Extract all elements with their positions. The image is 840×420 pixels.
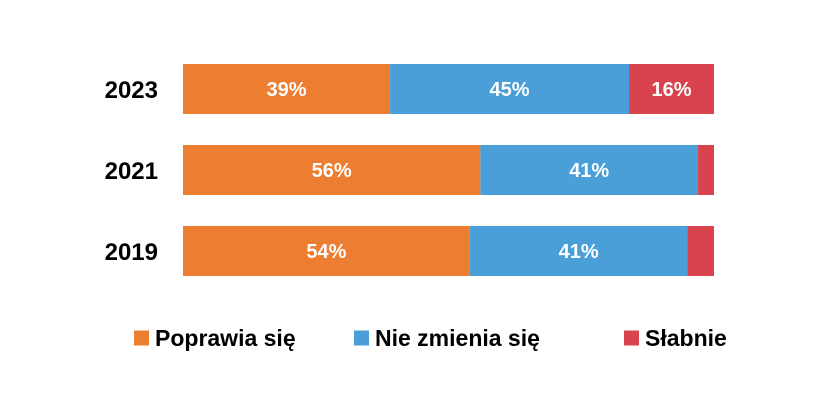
bar-segment-2021-0 — [183, 145, 481, 195]
value-label-2021-0: 56% — [312, 160, 352, 182]
category-label-2019: 2019 — [105, 239, 158, 266]
bar-segment-2023-2 — [629, 64, 714, 114]
value-label-2023-0: 39% — [267, 79, 307, 101]
legend-label-2: Słabnie — [645, 325, 727, 351]
value-label-2021-1: 41% — [569, 160, 609, 182]
legend-label-0: Poprawia się — [155, 325, 296, 351]
bar-segment-2021-2 — [698, 145, 714, 195]
bar-segment-2019-2 — [687, 226, 714, 276]
category-labels: 2023 2021 2019 — [105, 77, 158, 266]
value-label-2023-1: 45% — [490, 79, 530, 101]
legend-swatch-0 — [134, 330, 149, 346]
bars-layer: 39% 45% 16% 56% 41% 54% 41% — [183, 64, 714, 276]
legend: Poprawia się Nie zmienia się Słabnie — [134, 325, 727, 351]
legend-swatch-1 — [354, 330, 369, 346]
category-label-2021: 2021 — [105, 158, 158, 185]
category-label-2023: 2023 — [105, 77, 158, 104]
bar-segment-2021-1 — [480, 145, 699, 195]
bar-segment-2023-1 — [390, 64, 630, 114]
bar-segment-2019-0 — [183, 226, 470, 276]
bar-segment-2019-1 — [469, 226, 688, 276]
value-label-2019-0: 54% — [306, 241, 346, 263]
value-label-2019-1: 41% — [559, 241, 599, 263]
legend-label-1: Nie zmienia się — [375, 325, 540, 351]
value-label-2023-2: 16% — [652, 79, 692, 101]
legend-swatch-2 — [624, 330, 639, 346]
bar-segment-2023-0 — [183, 64, 391, 114]
